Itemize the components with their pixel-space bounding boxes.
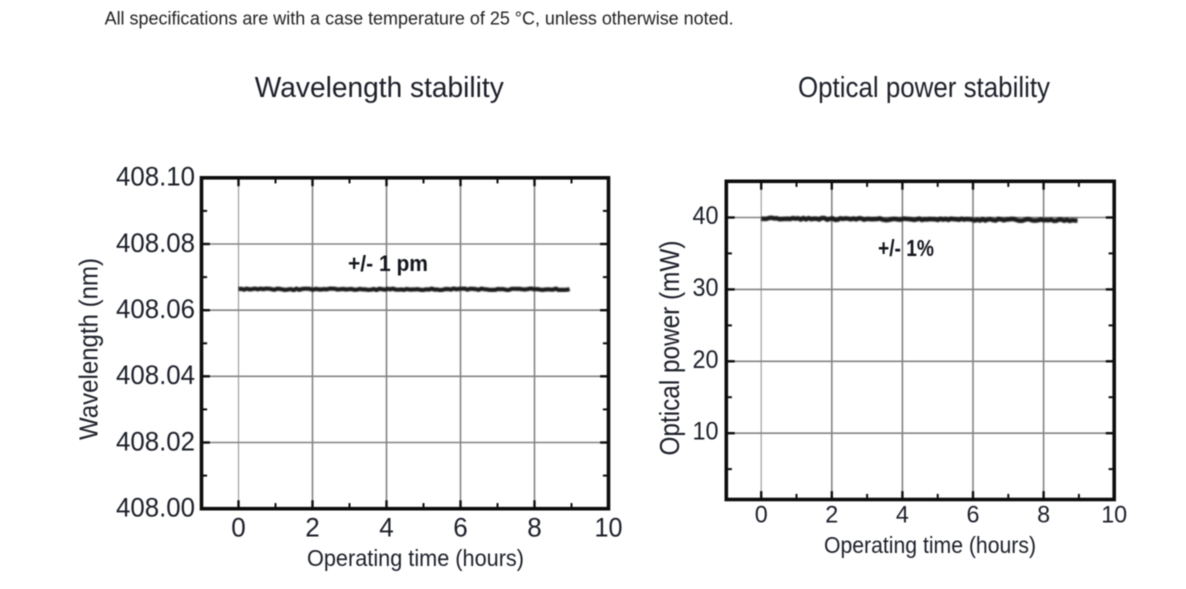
svg-text:30: 30 [693,274,719,302]
svg-text:Optical power stability: Optical power stability [798,72,1051,104]
svg-text:408.08: 408.08 [116,228,195,258]
svg-text:Optical power (mW): Optical power (mW) [654,241,685,456]
svg-text:8: 8 [527,513,542,543]
svg-text:408.00: 408.00 [116,493,195,523]
svg-text:2: 2 [825,502,838,529]
svg-text:6: 6 [453,513,468,543]
svg-text:40: 40 [693,202,719,230]
svg-text:+/- 1 pm: +/- 1 pm [348,251,428,276]
svg-text:0: 0 [755,502,768,529]
svg-text:6: 6 [967,502,980,529]
svg-text:408.04: 408.04 [116,360,195,390]
svg-text:0: 0 [231,513,246,543]
svg-text:408.02: 408.02 [116,426,195,456]
svg-text:Wavelength stability: Wavelength stability [255,72,505,104]
svg-text:10: 10 [595,513,623,543]
svg-text:4: 4 [896,502,909,529]
svg-text:8: 8 [1037,502,1050,529]
svg-text:408.06: 408.06 [116,294,195,324]
svg-text:All specifications are with a: All specifications are with a case tempe… [105,8,734,28]
svg-text:Operating time (hours): Operating time (hours) [307,545,524,571]
svg-text:2: 2 [305,513,320,543]
svg-text:20: 20 [693,346,719,374]
svg-text:+/- 1%: +/- 1% [878,235,934,261]
svg-text:10: 10 [1101,502,1127,529]
svg-text:10: 10 [693,418,719,446]
svg-text:Operating time (hours): Operating time (hours) [824,532,1036,558]
svg-text:Wavelength (nm): Wavelength (nm) [76,258,104,440]
svg-text:408.10: 408.10 [116,162,195,192]
svg-text:4: 4 [379,513,394,543]
